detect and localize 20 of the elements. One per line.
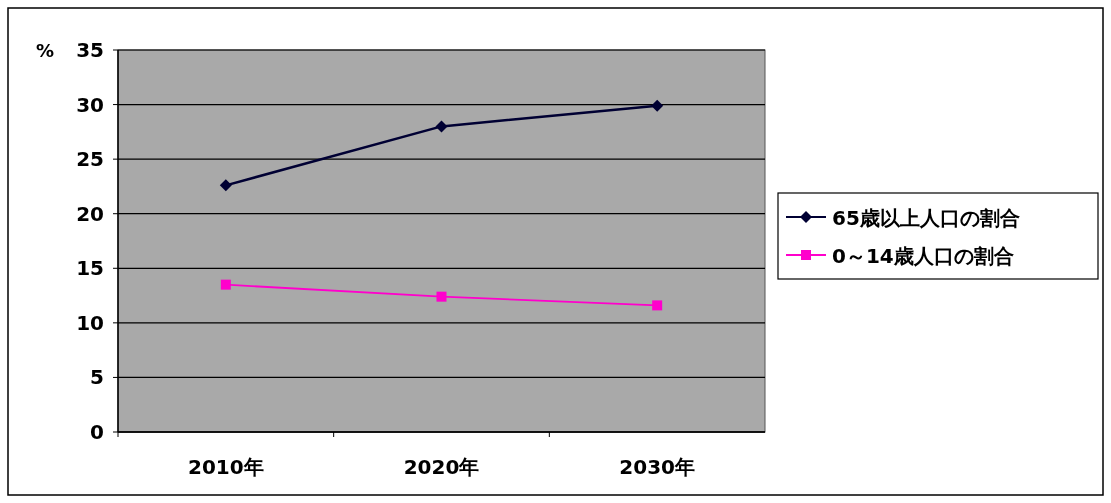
y-tick-label: 10 — [76, 310, 104, 335]
x-tick-label: 2030年 — [619, 455, 695, 479]
point — [435, 120, 448, 133]
x-tick-label: 2010年 — [188, 455, 264, 479]
point — [652, 300, 663, 311]
y-tick-label: 35 — [76, 38, 104, 62]
point — [219, 179, 232, 192]
y-tick-label: 0 — [90, 420, 104, 444]
y-axis-title: % — [36, 40, 55, 61]
point — [436, 291, 447, 302]
y-tick-label: 5 — [90, 365, 104, 390]
y-tick-label: 20 — [76, 201, 104, 226]
y-tick-label: 30 — [76, 92, 104, 117]
legend-label: 0～14歳人口の割合 — [832, 244, 1014, 268]
y-tick-label: 25 — [76, 147, 104, 172]
x-tick-label: 2020年 — [403, 455, 480, 479]
y-tick-label: 15 — [76, 256, 104, 281]
point — [651, 99, 664, 112]
legend-label: 65歳以上人口の割合 — [832, 206, 1020, 230]
point — [220, 279, 231, 290]
